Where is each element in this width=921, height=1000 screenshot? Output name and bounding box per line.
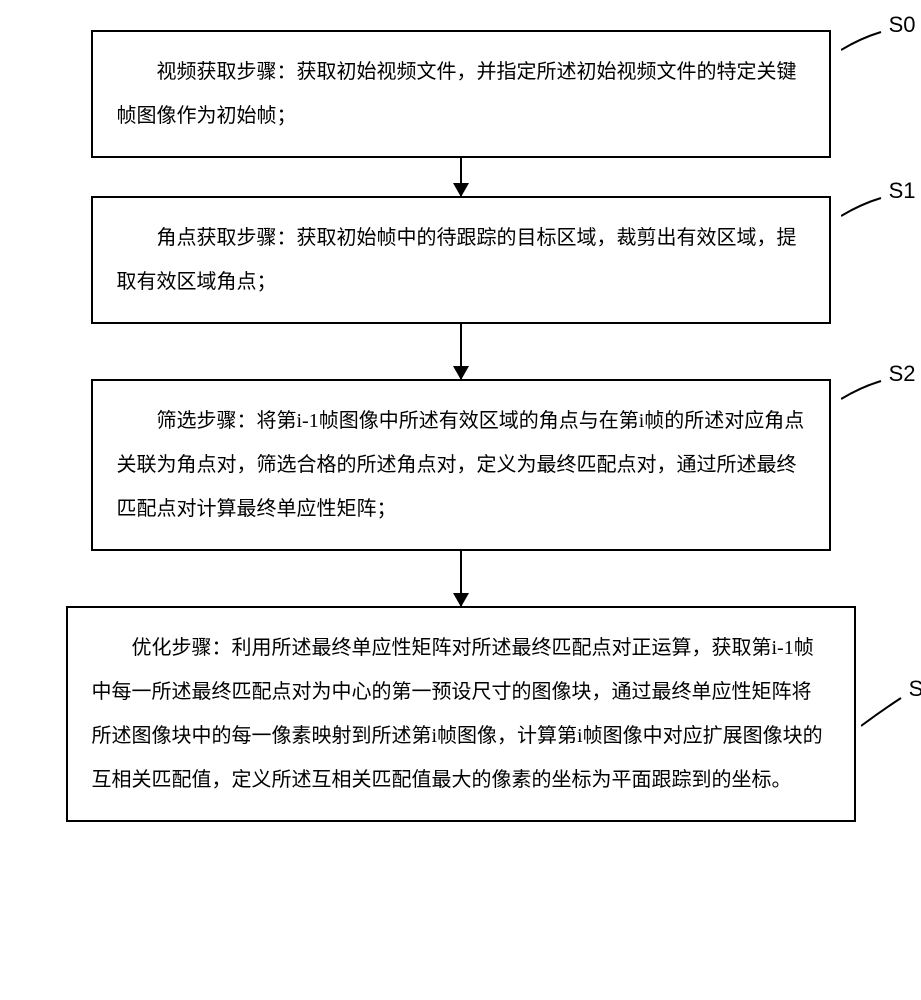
step-box-s0: 视频获取步骤：获取初始视频文件，并指定所述初始视频文件的特定关键帧图像作为初始帧…	[91, 30, 831, 158]
arrow-head-icon	[453, 183, 469, 197]
connector-s0-s1	[91, 158, 831, 196]
arrow-head-icon	[453, 593, 469, 607]
step-row-s3: 优化步骤：利用所述最终单应性矩阵对所述最终匹配点对正运算，获取第i-1帧中每一所…	[20, 606, 901, 822]
step-text-s2: 筛选步骤：将第i-1帧图像中所述有效区域的角点与在第i帧的所述对应角点关联为角点…	[117, 410, 805, 520]
label-curve-s0	[841, 30, 886, 80]
step-row-s2: 筛选步骤：将第i-1帧图像中所述有效区域的角点与在第i帧的所述对应角点关联为角点…	[20, 379, 901, 551]
step-label-s0: S0	[889, 12, 916, 38]
step-label-s3: S3	[909, 676, 921, 702]
step-text-s1: 角点获取步骤：获取初始帧中的待跟踪的目标区域，裁剪出有效区域，提取有效区域角点；	[117, 227, 797, 293]
connector-s1-s2	[91, 324, 831, 379]
flowchart-container: 视频获取步骤：获取初始视频文件，并指定所述初始视频文件的特定关键帧图像作为初始帧…	[20, 30, 901, 822]
label-curve-s1	[841, 196, 886, 246]
connector-s2-s3	[91, 551, 831, 606]
step-label-s1: S1	[889, 178, 916, 204]
step-text-s0: 视频获取步骤：获取初始视频文件，并指定所述初始视频文件的特定关键帧图像作为初始帧…	[117, 61, 797, 127]
step-row-s1: 角点获取步骤：获取初始帧中的待跟踪的目标区域，裁剪出有效区域，提取有效区域角点；…	[20, 196, 901, 324]
step-label-s2: S2	[889, 361, 916, 387]
step-box-s2: 筛选步骤：将第i-1帧图像中所述有效区域的角点与在第i帧的所述对应角点关联为角点…	[91, 379, 831, 551]
label-curve-s2	[841, 379, 886, 429]
step-box-s1: 角点获取步骤：获取初始帧中的待跟踪的目标区域，裁剪出有效区域，提取有效区域角点；	[91, 196, 831, 324]
step-row-s0: 视频获取步骤：获取初始视频文件，并指定所述初始视频文件的特定关键帧图像作为初始帧…	[20, 30, 901, 158]
arrow-head-icon	[453, 366, 469, 380]
label-curve-s3	[861, 696, 906, 746]
step-box-s3: 优化步骤：利用所述最终单应性矩阵对所述最终匹配点对正运算，获取第i-1帧中每一所…	[66, 606, 856, 822]
step-text-s3: 优化步骤：利用所述最终单应性矩阵对所述最终匹配点对正运算，获取第i-1帧中每一所…	[92, 637, 823, 791]
